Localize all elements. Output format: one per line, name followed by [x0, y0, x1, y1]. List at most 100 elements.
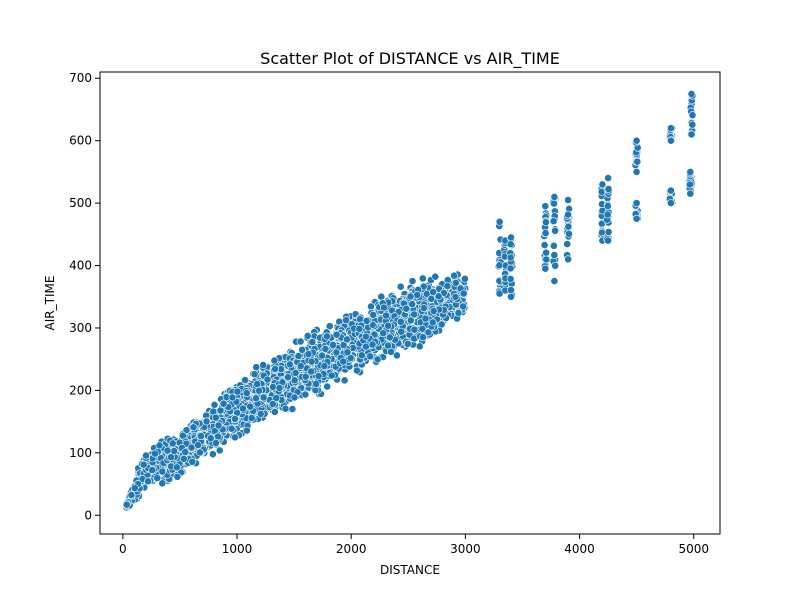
- data-point: [410, 310, 418, 319]
- data-point: [460, 274, 469, 283]
- data-point: [263, 375, 272, 384]
- data-point: [247, 414, 256, 422]
- data-point: [367, 302, 375, 311]
- data-point: [342, 316, 350, 325]
- data-point: [454, 308, 463, 317]
- data-point: [419, 304, 428, 313]
- y-tick-label: 200: [69, 383, 92, 397]
- data-point: [231, 414, 239, 423]
- data-point: [219, 399, 228, 408]
- data-point: [688, 120, 697, 129]
- data-point: [506, 264, 515, 273]
- data-point: [632, 214, 641, 223]
- data-point: [153, 474, 162, 482]
- data-point: [459, 289, 468, 298]
- data-point: [667, 136, 675, 145]
- data-point: [550, 199, 558, 208]
- data-point: [332, 330, 341, 339]
- data-point: [603, 210, 612, 219]
- data-point: [667, 124, 675, 133]
- data-point: [437, 320, 446, 329]
- data-point: [303, 331, 312, 340]
- data-point: [604, 228, 613, 236]
- data-point: [366, 352, 375, 361]
- data-point: [255, 386, 263, 395]
- data-point: [281, 404, 290, 413]
- data-point: [206, 434, 215, 443]
- data-point: [304, 350, 313, 358]
- data-point: [259, 361, 268, 369]
- data-point: [563, 240, 572, 248]
- data-point: [384, 321, 392, 330]
- data-point: [291, 368, 300, 377]
- data-point: [189, 423, 198, 432]
- data-point: [507, 286, 515, 294]
- data-point: [392, 351, 401, 360]
- data-point: [541, 264, 550, 273]
- data-point: [415, 342, 424, 351]
- data-point: [413, 291, 422, 299]
- data-point: [542, 255, 551, 264]
- data-point: [211, 438, 220, 447]
- data-point: [214, 421, 223, 430]
- data-point: [181, 448, 190, 456]
- data-point: [144, 477, 152, 486]
- data-point: [418, 324, 427, 333]
- chart-title: Scatter Plot of DISTANCE vs AIR_TIME: [260, 49, 560, 69]
- data-point: [686, 167, 695, 176]
- y-tick-label: 500: [69, 196, 92, 210]
- data-point: [256, 409, 265, 418]
- data-point: [387, 347, 395, 356]
- data-point: [357, 351, 366, 360]
- data-point: [377, 292, 386, 301]
- data-point: [321, 344, 330, 353]
- data-point: [170, 446, 178, 455]
- data-point: [667, 199, 675, 207]
- data-point: [211, 413, 220, 422]
- y-axis: 0 100 200 300 400 500 600 700: [69, 71, 100, 522]
- data-point: [148, 466, 157, 474]
- x-tick-label: 4000: [564, 542, 595, 556]
- data-point: [632, 167, 641, 176]
- data-point: [542, 218, 550, 227]
- data-point: [356, 315, 364, 324]
- data-point: [403, 339, 412, 348]
- data-point: [246, 402, 255, 411]
- data-point: [343, 348, 352, 357]
- y-tick-label: 0: [84, 508, 92, 522]
- data-point: [312, 380, 320, 388]
- data-point: [322, 332, 331, 341]
- data-point: [290, 376, 299, 385]
- data-point: [550, 277, 559, 285]
- data-point: [355, 324, 364, 333]
- data-point: [379, 303, 388, 312]
- data-point: [343, 335, 351, 344]
- data-point: [155, 441, 164, 450]
- x-tick-label: 5000: [678, 542, 709, 556]
- data-point: [325, 322, 334, 331]
- data-point: [506, 240, 515, 249]
- data-point: [667, 186, 675, 195]
- data-point: [294, 352, 303, 360]
- data-point: [361, 332, 370, 341]
- data-point: [151, 449, 159, 458]
- data-point: [604, 174, 612, 182]
- data-point: [408, 277, 417, 285]
- y-axis-label: AIR_TIME: [43, 276, 57, 331]
- data-point: [688, 111, 697, 120]
- data-point: [429, 306, 438, 315]
- data-point: [406, 292, 415, 301]
- data-point: [179, 454, 188, 463]
- data-point: [373, 355, 382, 364]
- data-point: [369, 310, 378, 319]
- data-point: [406, 316, 415, 325]
- data-point: [507, 292, 515, 301]
- data-point: [598, 180, 607, 189]
- y-tick-label: 700: [69, 71, 92, 85]
- data-point: [327, 371, 336, 380]
- data-point: [188, 457, 197, 466]
- data-point: [686, 189, 695, 198]
- data-point: [397, 327, 406, 336]
- data-point: [551, 226, 559, 235]
